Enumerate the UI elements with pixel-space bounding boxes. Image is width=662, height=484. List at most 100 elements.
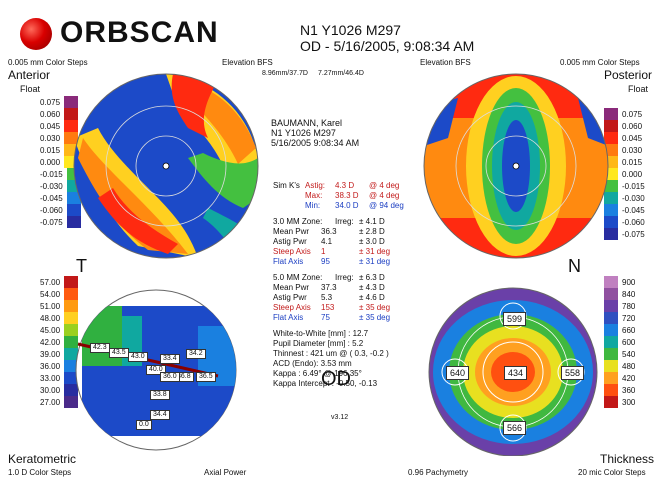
zone3-steep-err: ± 31 deg bbox=[359, 247, 391, 256]
thickness-legend-swatch bbox=[604, 372, 618, 384]
zone5-mean-key: Mean Pwr bbox=[273, 283, 310, 292]
kera-tag-8: 36.5 bbox=[196, 372, 216, 382]
anterior-legend-row: 0.060 bbox=[40, 108, 81, 120]
simk-min-axis: @ 94 deg bbox=[369, 201, 404, 210]
keratometric-legend-row: 45.00 bbox=[40, 324, 79, 336]
thickness-legend-swatch bbox=[604, 324, 618, 336]
simk-min-val: 34.0 D bbox=[335, 201, 359, 210]
posterior-legend-label: 0.015 bbox=[622, 157, 643, 167]
posterior-legend-label: 0.000 bbox=[622, 169, 643, 179]
keratometric-title: Keratometric bbox=[8, 452, 77, 466]
simk-astig-val: 4.3 D bbox=[335, 181, 355, 190]
keratometric-legend-swatch bbox=[64, 324, 79, 336]
eye-label: OD bbox=[321, 368, 351, 390]
patient-name: BAUMANN, Karel bbox=[271, 118, 343, 128]
anterior-legend-row: 0.075 bbox=[40, 96, 81, 108]
zone3-mean-key: Mean Pwr bbox=[273, 227, 310, 236]
anterior-legend-label: -0.015 bbox=[40, 169, 63, 179]
posterior-legend-swatch bbox=[604, 216, 618, 228]
keratometric-color-steps: 1.0 D Color Steps bbox=[8, 468, 72, 477]
thickness-tag-bottom: 566 bbox=[503, 421, 527, 435]
posterior-elevation-map bbox=[423, 73, 609, 259]
zone3-steep-val: 1 bbox=[321, 247, 326, 256]
anterior-legend-label: -0.075 bbox=[40, 217, 63, 227]
zone3-flat-err: ± 31 deg bbox=[359, 257, 391, 266]
posterior-legend-row: 0.045 bbox=[604, 132, 645, 144]
thickness-legend-label: 840 bbox=[622, 289, 636, 299]
anterior-bfs-right: 7.27mm/46.4D bbox=[318, 70, 364, 77]
kera-tag-3: 43.0 bbox=[128, 352, 148, 362]
anterior-legend-swatch bbox=[66, 192, 81, 204]
posterior-title: Posterior bbox=[604, 68, 653, 82]
posterior-legend-label: -0.075 bbox=[622, 229, 645, 239]
zone5-mean-val: 37.3 bbox=[321, 283, 337, 292]
thickness-legend-row: 720 bbox=[604, 312, 635, 324]
posterior-legend-label: 0.045 bbox=[622, 133, 643, 143]
anterior-legend-row: 0.030 bbox=[40, 132, 81, 144]
zone5-flat-val: 75 bbox=[321, 313, 330, 322]
posterior-legend-swatch bbox=[604, 192, 618, 204]
thickness-legend-label: 780 bbox=[622, 301, 636, 311]
keratometric-legend: 57.00 54.00 51.00 48.00 45.00 42.00 39.00 36.00… bbox=[40, 276, 79, 408]
zone5-steep-err: ± 35 deg bbox=[359, 303, 391, 312]
anterior-legend-label: 0.000 bbox=[40, 157, 61, 167]
anterior-legend-row: -0.060 bbox=[40, 204, 81, 216]
kera-tag-1: 42.3 bbox=[90, 343, 110, 353]
thickness-legend-swatch bbox=[604, 288, 618, 300]
zone5-steep-val: 153 bbox=[321, 303, 335, 312]
anterior-subtitle: Float bbox=[20, 84, 41, 94]
keratometric-legend-swatch bbox=[64, 396, 79, 408]
posterior-legend-swatch bbox=[604, 180, 618, 192]
keratometric-legend-label: 45.00 bbox=[40, 325, 61, 335]
anterior-legend-row: -0.045 bbox=[40, 192, 81, 204]
keratometric-legend-swatch bbox=[64, 276, 79, 288]
keratometric-legend-label: 57.00 bbox=[40, 277, 61, 287]
posterior-legend-label: -0.060 bbox=[622, 217, 645, 227]
simk-astig-axis: @ 4 deg bbox=[369, 181, 400, 190]
thickness-legend: 900 840 780 720 660 600 540 480 420 360 300 bbox=[604, 276, 635, 408]
zone3-irreg-label: Irreg: bbox=[335, 217, 354, 226]
anterior-legend-row: -0.075 bbox=[40, 216, 81, 228]
thickness-legend-label: 660 bbox=[622, 325, 636, 335]
thickness-legend-swatch bbox=[604, 300, 618, 312]
thickness-legend-row: 360 bbox=[604, 384, 635, 396]
kera-tag-5: 33.4 bbox=[160, 354, 180, 364]
thickness-legend-row: 540 bbox=[604, 348, 635, 360]
stats-block: Sim K's Astig: 4.3 D @ 4 deg Max: 38.3 D @ 4 … bbox=[273, 181, 408, 389]
posterior-legend-label: -0.030 bbox=[622, 193, 645, 203]
anterior-elevation-map bbox=[73, 73, 259, 259]
thickness-legend-swatch bbox=[604, 336, 618, 348]
misc-pupil-diameter: Pupil Diameter [mm] : 5.2 bbox=[273, 339, 364, 348]
thickness-legend-label: 480 bbox=[622, 361, 636, 371]
keratometric-legend-label: 48.00 bbox=[40, 313, 61, 323]
posterior-legend-row: -0.015 bbox=[604, 180, 645, 192]
keratometric-legend-swatch bbox=[64, 360, 79, 372]
thickness-pachymetry: 0.96 Pachymetry bbox=[408, 468, 469, 477]
zone3-astig-err: ± 3.0 D bbox=[359, 237, 385, 246]
anterior-elevation-bfs: Elevation BFS bbox=[222, 58, 273, 67]
keratometric-legend-row: 42.00 bbox=[40, 336, 79, 348]
posterior-legend-swatch bbox=[604, 120, 618, 132]
posterior-legend-row: -0.060 bbox=[604, 216, 645, 228]
zone3-mean-val: 36.3 bbox=[321, 227, 337, 236]
posterior-elevation-bfs: Elevation BFS bbox=[420, 58, 471, 67]
thickness-color-steps: 20 mic Color Steps bbox=[578, 468, 646, 477]
zone5-steep-key: Steep Axis bbox=[273, 303, 311, 312]
zone5-flat-err: ± 35 deg bbox=[359, 313, 391, 322]
header-line-2: OD - 5/16/2005, 9:08:34 AM bbox=[300, 38, 475, 54]
zone3-flat-key: Flat Axis bbox=[273, 257, 304, 266]
posterior-legend-row: -0.030 bbox=[604, 192, 645, 204]
kera-tag-2: 43.5 bbox=[109, 348, 129, 358]
anterior-legend-swatch bbox=[66, 216, 81, 228]
kera-tag-12: 0.0 bbox=[136, 420, 152, 430]
anterior-title: Anterior bbox=[8, 68, 51, 82]
header-line-1: N1 Y1026 M297 bbox=[300, 22, 401, 38]
zone3-irreg: ± 4.1 D bbox=[359, 217, 385, 226]
anterior-legend-swatch bbox=[64, 108, 79, 120]
anterior-legend-label: 0.045 bbox=[40, 121, 61, 131]
simk-label: Sim K's bbox=[273, 181, 300, 190]
keratometric-legend-row: 54.00 bbox=[40, 288, 79, 300]
thickness-legend-swatch bbox=[604, 396, 618, 408]
nasal-label: N bbox=[568, 256, 581, 276]
kera-tag-4: 40.0 bbox=[146, 365, 166, 375]
